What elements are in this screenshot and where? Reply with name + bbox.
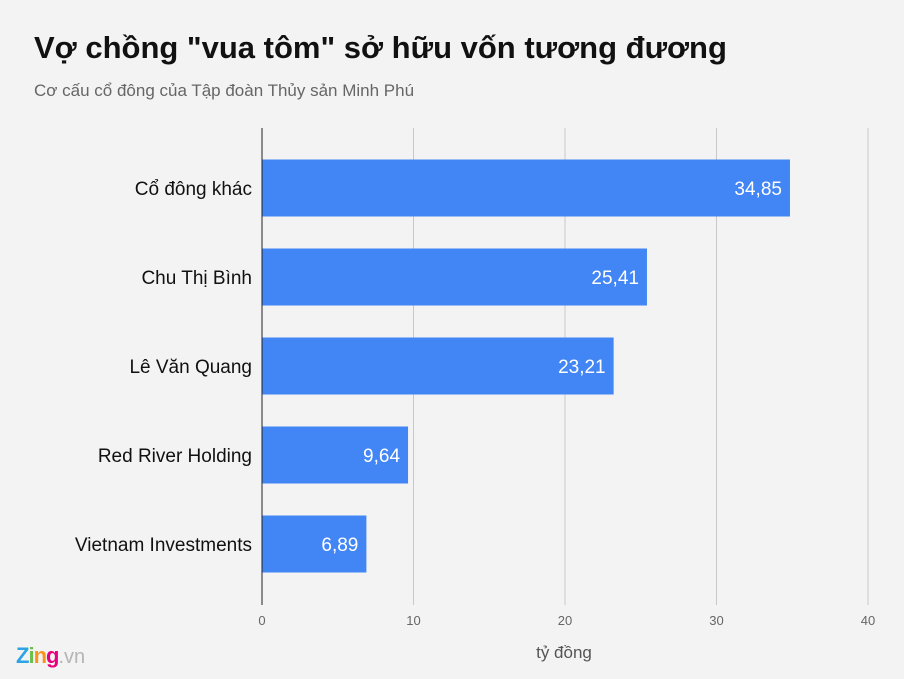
bar bbox=[262, 337, 614, 395]
x-tick-label: 10 bbox=[406, 613, 420, 628]
category-label: Vietnam Investments bbox=[75, 535, 252, 556]
logo-g: g bbox=[46, 643, 59, 668]
bar bbox=[262, 515, 367, 573]
x-tick-label: 20 bbox=[558, 613, 572, 628]
category-label: Cổ đông khác bbox=[135, 179, 252, 200]
chart-title: Vợ chồng "vua tôm" sở hữu vốn tương đươn… bbox=[34, 30, 727, 65]
category-label: Chu Thị Bình bbox=[141, 268, 252, 289]
bar-value-label: 9,64 bbox=[363, 446, 400, 467]
bar bbox=[262, 248, 647, 306]
zing-logo: Zing.vn bbox=[16, 643, 85, 669]
bar bbox=[262, 159, 790, 217]
bar-value-label: 25,41 bbox=[591, 268, 639, 289]
category-label: Lê Văn Quang bbox=[129, 357, 252, 378]
bar-value-label: 23,21 bbox=[558, 357, 606, 378]
x-tick-label: 0 bbox=[258, 613, 265, 628]
bar-value-label: 6,89 bbox=[321, 535, 358, 556]
x-tick-label: 40 bbox=[861, 613, 875, 628]
chart-subtitle: Cơ cấu cổ đông của Tập đoàn Thủy sản Min… bbox=[34, 81, 415, 100]
bar-value-label: 34,85 bbox=[734, 179, 782, 200]
logo-i: i bbox=[28, 643, 34, 668]
x-axis-title: tỷ đồng bbox=[536, 643, 592, 662]
category-label: Red River Holding bbox=[98, 446, 252, 467]
logo-n: n bbox=[33, 643, 47, 668]
logo-suffix: .vn bbox=[58, 646, 86, 668]
bar bbox=[262, 426, 409, 484]
logo-z: Z bbox=[16, 643, 29, 668]
x-tick-label: 30 bbox=[709, 613, 723, 628]
